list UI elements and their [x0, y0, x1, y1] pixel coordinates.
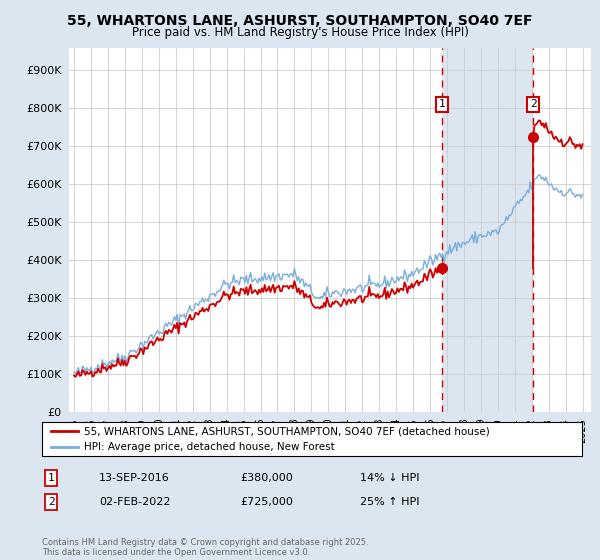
Text: HPI: Average price, detached house, New Forest: HPI: Average price, detached house, New …	[84, 442, 335, 452]
Text: £725,000: £725,000	[240, 497, 293, 507]
Text: 55, WHARTONS LANE, ASHURST, SOUTHAMPTON, SO40 7EF (detached house): 55, WHARTONS LANE, ASHURST, SOUTHAMPTON,…	[84, 426, 490, 436]
Text: 55, WHARTONS LANE, ASHURST, SOUTHAMPTON, SO40 7EF: 55, WHARTONS LANE, ASHURST, SOUTHAMPTON,…	[67, 14, 533, 28]
Text: 13-SEP-2016: 13-SEP-2016	[99, 473, 170, 483]
Bar	[442, 48, 533, 412]
Text: Price paid vs. HM Land Registry's House Price Index (HPI): Price paid vs. HM Land Registry's House …	[131, 26, 469, 39]
Text: 1: 1	[47, 473, 55, 483]
Text: 1: 1	[439, 100, 445, 109]
Text: 02-FEB-2022: 02-FEB-2022	[99, 497, 170, 507]
Text: 14% ↓ HPI: 14% ↓ HPI	[360, 473, 419, 483]
Text: £380,000: £380,000	[240, 473, 293, 483]
Text: 25% ↑ HPI: 25% ↑ HPI	[360, 497, 419, 507]
Text: 2: 2	[47, 497, 55, 507]
Text: Contains HM Land Registry data © Crown copyright and database right 2025.
This d: Contains HM Land Registry data © Crown c…	[42, 538, 368, 557]
Text: 2: 2	[530, 100, 536, 109]
